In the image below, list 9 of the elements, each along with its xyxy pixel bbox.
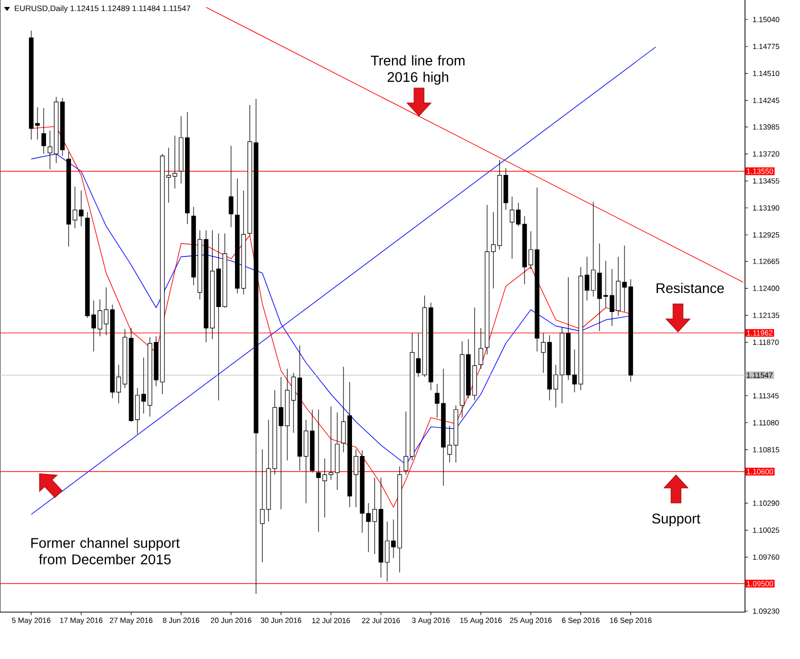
candlestick bbox=[41, 108, 46, 154]
candlestick bbox=[228, 145, 234, 228]
candlestick bbox=[404, 411, 408, 475]
annotation: Former channel support from December 2015 bbox=[31, 538, 180, 564]
candlestick bbox=[478, 328, 484, 370]
annotation: Trend line from 2016 high bbox=[370, 55, 464, 85]
candlestick bbox=[472, 307, 477, 401]
annotation: Resistance bbox=[656, 282, 724, 294]
annotation: Support bbox=[652, 514, 700, 526]
